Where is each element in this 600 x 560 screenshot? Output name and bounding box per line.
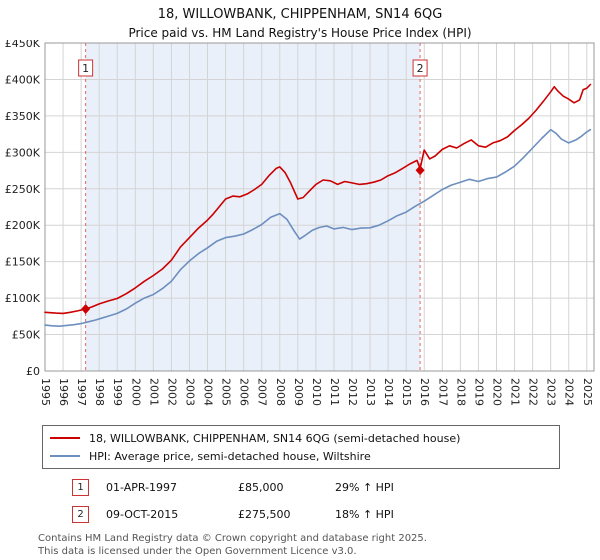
svg-text:£350K: £350K [5,110,41,123]
legend-item-hpi: HPI: Average price, semi-detached house,… [50,447,552,465]
sale-1-number-box: 1 [72,479,89,496]
svg-text:£200K: £200K [5,219,41,232]
sale-1-date: 01-APR-1997 [106,481,178,494]
svg-text:2002: 2002 [165,378,178,406]
sale-annotation-1: 1 01-APR-1997 £85,000 29% ↑ HPI [72,479,600,496]
svg-text:1: 1 [82,62,89,75]
svg-text:2006: 2006 [238,378,251,406]
svg-text:2012: 2012 [346,378,359,406]
legend-item-price-paid: 18, WILLOWBANK, CHIPPENHAM, SN14 6QG (se… [50,429,552,447]
svg-text:2005: 2005 [220,378,233,406]
footer-line-1: Contains HM Land Registry data © Crown c… [38,533,427,544]
svg-text:2011: 2011 [328,378,341,406]
blue-line-swatch [50,455,80,457]
svg-text:2003: 2003 [183,378,196,406]
sale-2-date: 09-OCT-2015 [106,508,179,521]
svg-text:2007: 2007 [256,378,269,406]
svg-text:1999: 1999 [111,378,124,406]
svg-text:£0: £0 [26,365,40,378]
svg-text:1996: 1996 [57,378,70,406]
svg-text:1998: 1998 [93,378,106,406]
svg-text:1995: 1995 [39,378,52,406]
svg-text:£450K: £450K [5,40,41,50]
svg-text:£100K: £100K [5,292,41,305]
svg-text:2000: 2000 [129,378,142,406]
legend-label-hpi: HPI: Average price, semi-detached house,… [89,449,371,463]
svg-text:2004: 2004 [202,378,215,406]
sale-2-number-box: 2 [72,506,89,523]
svg-text:2021: 2021 [509,378,522,406]
svg-text:2024: 2024 [563,378,576,406]
svg-text:2020: 2020 [490,378,503,406]
svg-text:2008: 2008 [274,378,287,406]
page-subtitle: Price paid vs. HM Land Registry's House … [128,26,472,40]
svg-text:2016: 2016 [418,378,431,406]
svg-text:2025: 2025 [581,378,594,406]
svg-text:1997: 1997 [75,378,88,406]
svg-text:2017: 2017 [436,378,449,406]
footer-line-2: This data is licensed under the Open Gov… [38,545,357,557]
svg-text:£300K: £300K [5,146,41,159]
red-line-swatch [50,437,80,439]
chart-legend: 18, WILLOWBANK, CHIPPENHAM, SN14 6QG (se… [42,425,560,469]
svg-text:£150K: £150K [5,256,41,269]
svg-text:2009: 2009 [292,378,305,406]
svg-text:2023: 2023 [545,378,558,406]
svg-text:2010: 2010 [310,378,323,406]
sale-1-price: £85,000 [238,481,284,494]
sale-2-hpi-delta: 18% ↑ HPI [335,508,394,521]
svg-text:£50K: £50K [12,329,41,342]
svg-text:£400K: £400K [5,73,41,86]
legend-label-price-paid: 18, WILLOWBANK, CHIPPENHAM, SN14 6QG (se… [89,431,461,445]
svg-text:2013: 2013 [364,378,377,406]
svg-text:2: 2 [417,62,424,75]
svg-text:2015: 2015 [400,378,413,406]
sale-annotation-2: 2 09-OCT-2015 £275,500 18% ↑ HPI [72,506,600,523]
sale-annotations: 1 01-APR-1997 £85,000 29% ↑ HPI 2 09-OCT… [0,479,600,523]
sale-1-hpi-delta: 29% ↑ HPI [335,481,394,494]
svg-text:2018: 2018 [454,378,467,406]
sale-2-price: £275,500 [238,508,291,521]
svg-text:£250K: £250K [5,183,41,196]
svg-text:2022: 2022 [527,378,540,406]
svg-text:2014: 2014 [382,378,395,406]
page-title: 18, WILLOWBANK, CHIPPENHAM, SN14 6QG [157,7,443,22]
svg-text:2019: 2019 [472,378,485,406]
svg-text:2001: 2001 [147,378,160,406]
license-footer: Contains HM Land Registry data © Crown c… [38,533,600,558]
price-history-chart: 1 2 £0 £50K £100K £150K £200K £250K £300K £350K £4… [5,40,595,406]
